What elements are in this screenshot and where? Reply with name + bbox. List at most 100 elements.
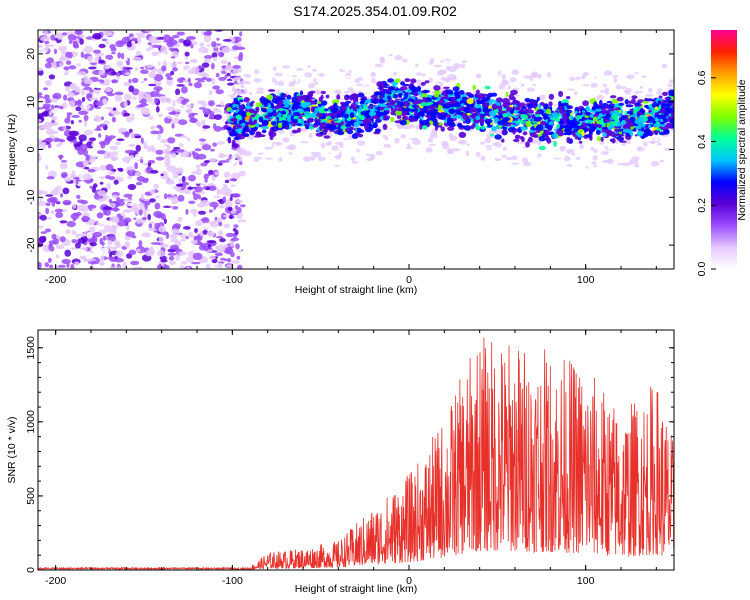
heatmap-cell xyxy=(173,146,181,150)
heatmap-cell xyxy=(234,205,239,210)
heatmap-cell xyxy=(201,144,212,151)
heatmap-cell xyxy=(150,125,156,129)
heatmap-cell xyxy=(142,216,147,221)
heatmap-cell xyxy=(46,123,56,126)
heatmap-cell xyxy=(506,156,513,161)
heatmap-cell xyxy=(109,202,117,208)
heatmap-cell xyxy=(376,81,384,88)
heatmap-cell xyxy=(253,156,263,160)
heatmap-cell xyxy=(439,99,446,106)
heatmap-cell xyxy=(85,154,90,162)
heatmap-cell xyxy=(261,125,270,130)
heatmap-cell xyxy=(590,166,597,170)
heatmap-cell xyxy=(340,101,345,105)
heatmap-cell xyxy=(89,62,97,65)
heatmap-cell xyxy=(379,88,385,93)
heatmap-cell xyxy=(525,120,532,128)
heatmap-cell xyxy=(193,81,202,89)
heatmap-cell xyxy=(507,107,514,111)
heatmap-cell xyxy=(532,134,540,138)
heatmap-cell xyxy=(663,129,670,135)
heatmap-cell xyxy=(94,116,102,122)
heatmap-cell xyxy=(209,255,216,260)
heatmap-cell xyxy=(585,134,592,138)
heatmap-cell xyxy=(608,108,615,112)
heatmap-cell xyxy=(285,109,289,115)
heatmap-cell xyxy=(361,97,366,104)
heatmap-cell xyxy=(165,181,176,185)
heatmap-cell xyxy=(38,261,42,269)
heatmap-cell xyxy=(335,141,344,145)
heatmap-cell xyxy=(532,73,536,78)
heatmap-cell xyxy=(102,30,112,36)
heatmap-cell xyxy=(82,173,92,181)
heatmap-cell xyxy=(177,137,187,141)
heatmap-cell xyxy=(196,133,202,137)
heatmap-cell xyxy=(521,136,525,143)
heatmap-cell xyxy=(450,115,458,119)
heatmap-cell xyxy=(227,33,234,38)
heatmap-cell xyxy=(70,213,80,220)
heatmap-cell xyxy=(433,90,441,94)
heatmap-cell xyxy=(170,152,177,158)
heatmap-cell xyxy=(38,97,46,105)
heatmap-cell xyxy=(480,125,486,130)
heatmap-cell xyxy=(143,144,149,150)
heatmap-cell xyxy=(248,118,253,126)
heatmap-cell xyxy=(168,48,179,51)
heatmap-cell xyxy=(62,187,70,195)
heatmap-cell xyxy=(55,212,64,219)
heatmap-cell xyxy=(170,62,177,68)
heatmap-cell xyxy=(79,38,84,45)
heatmap-cell xyxy=(407,117,416,123)
heatmap-cell xyxy=(407,143,411,148)
heatmap-cell xyxy=(239,204,246,208)
heatmap-cell xyxy=(74,261,80,266)
heatmap-cell xyxy=(652,109,657,113)
heatmap-cell xyxy=(505,91,509,98)
heatmap-cell xyxy=(217,230,224,236)
heatmap-cell xyxy=(189,125,199,129)
heatmap-cell xyxy=(213,114,223,120)
heatmap-cell xyxy=(484,118,493,124)
heatmap-cell xyxy=(608,103,616,109)
heatmap-cell xyxy=(38,153,41,161)
heatmap-cell xyxy=(657,77,666,82)
heatmap-cell xyxy=(393,71,397,76)
heatmap-cell xyxy=(227,139,231,144)
heatmap-cell xyxy=(536,96,540,102)
heatmap-cell xyxy=(495,97,503,102)
heatmap-cell xyxy=(590,110,597,113)
heatmap-cell xyxy=(458,131,467,138)
heatmap-cell xyxy=(528,130,536,133)
heatmap-cell xyxy=(448,108,456,113)
heatmap-cell xyxy=(664,97,672,100)
heatmap-cell xyxy=(374,63,383,68)
heatmap-cell xyxy=(600,136,604,142)
heatmap-cell xyxy=(429,143,436,147)
heatmap-cell xyxy=(645,98,654,102)
heatmap-cell xyxy=(521,157,529,163)
heatmap-cell xyxy=(382,123,388,130)
heatmap-cell xyxy=(277,122,283,129)
heatmap-cell xyxy=(112,107,117,111)
heatmap-cell xyxy=(86,105,91,110)
heatmap-cell xyxy=(664,147,673,151)
heatmap-cell xyxy=(357,92,365,98)
heatmap-cell xyxy=(99,176,105,180)
heatmap-cell xyxy=(256,148,263,153)
heatmap-cell xyxy=(522,106,527,110)
heatmap-cell xyxy=(449,135,458,142)
colorbar-label: Normalized spectral amplitude xyxy=(736,79,748,220)
heatmap-cell xyxy=(400,110,408,115)
heatmap-cell xyxy=(138,209,143,216)
heatmap-cell xyxy=(51,104,55,110)
heatmap-cell xyxy=(207,109,211,114)
heatmap-cell xyxy=(177,194,185,202)
heatmap-cell xyxy=(557,105,564,109)
heatmap-cell xyxy=(194,78,204,81)
heatmap-cell xyxy=(90,178,94,183)
heatmap-cell xyxy=(109,266,115,269)
heatmap-cell xyxy=(299,90,304,96)
